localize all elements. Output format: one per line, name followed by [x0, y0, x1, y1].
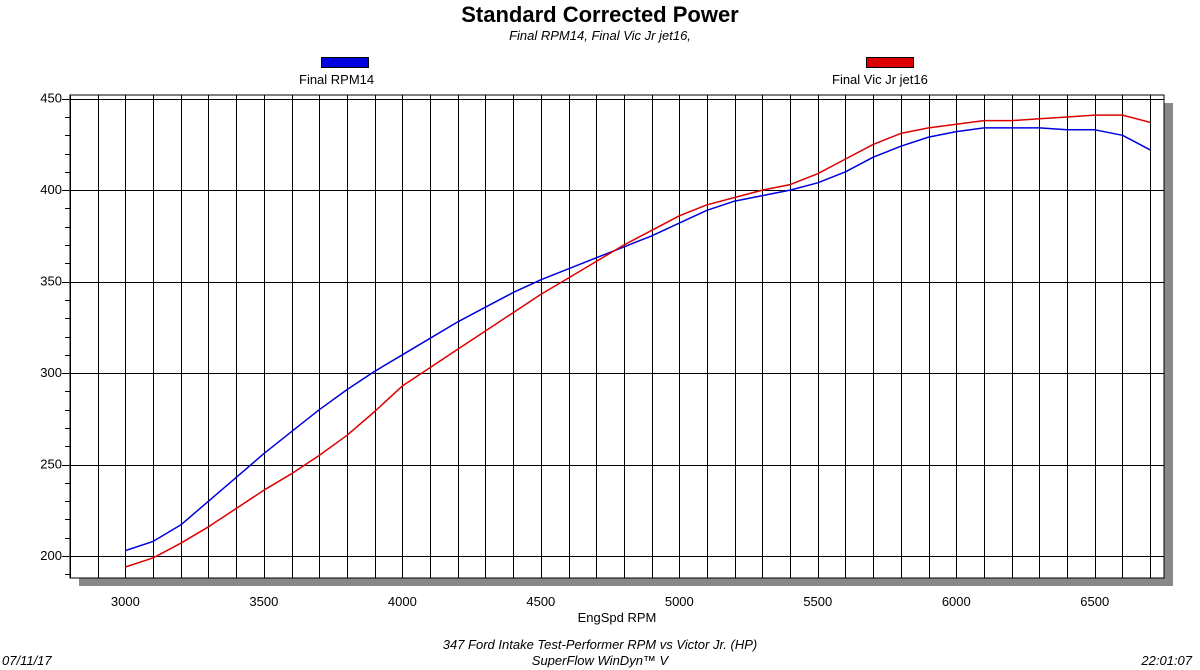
- x-axis-label: EngSpd RPM: [578, 610, 657, 625]
- y-tick-label-350: 350: [40, 274, 62, 289]
- x-tick-label-6000: 6000: [942, 594, 971, 609]
- chart-subtitle: Final RPM14, Final Vic Jr jet16,: [509, 28, 691, 43]
- footer-description: 347 Ford Intake Test-Performer RPM vs Vi…: [442, 637, 758, 652]
- x-tick-label-6500: 6500: [1080, 594, 1109, 609]
- x-tick-label-5500: 5500: [803, 594, 832, 609]
- legend-item-final-vic-jr-jet16: Final Vic Jr jet16: [826, 57, 956, 89]
- footer-software: SuperFlow WinDyn™ V: [531, 653, 669, 668]
- legend-swatch-blue: [321, 57, 369, 68]
- legend-swatch-red: [866, 57, 914, 68]
- x-tick-label-4000: 4000: [388, 594, 417, 609]
- series-line-final-vic-jr-jet16: [125, 114, 1151, 568]
- chart-title: Standard Corrected Power: [461, 2, 739, 27]
- x-tick-label-4500: 4500: [526, 594, 555, 609]
- y-tick-label-400: 400: [40, 182, 62, 197]
- x-tick-label-3500: 3500: [249, 594, 278, 609]
- legend-label-final-rpm14: Final RPM14: [299, 72, 375, 87]
- x-tick-label-3000: 3000: [111, 594, 140, 609]
- y-tick-label-250: 250: [40, 457, 62, 472]
- plot-area: [69, 94, 1165, 579]
- series-line-final-rpm14: [125, 127, 1151, 552]
- x-tick-label-5000: 5000: [665, 594, 694, 609]
- legend-label-final-vic-jr-jet16: Final Vic Jr jet16: [832, 72, 928, 87]
- footer-date: 07/11/17: [2, 653, 52, 668]
- footer-time: 22:01:07: [1141, 653, 1192, 668]
- y-tick-label-300: 300: [40, 365, 62, 380]
- y-tick-label-450: 450: [40, 91, 62, 106]
- y-tick-label-200: 200: [40, 548, 62, 563]
- legend-item-final-rpm14: Final RPM14: [290, 57, 400, 89]
